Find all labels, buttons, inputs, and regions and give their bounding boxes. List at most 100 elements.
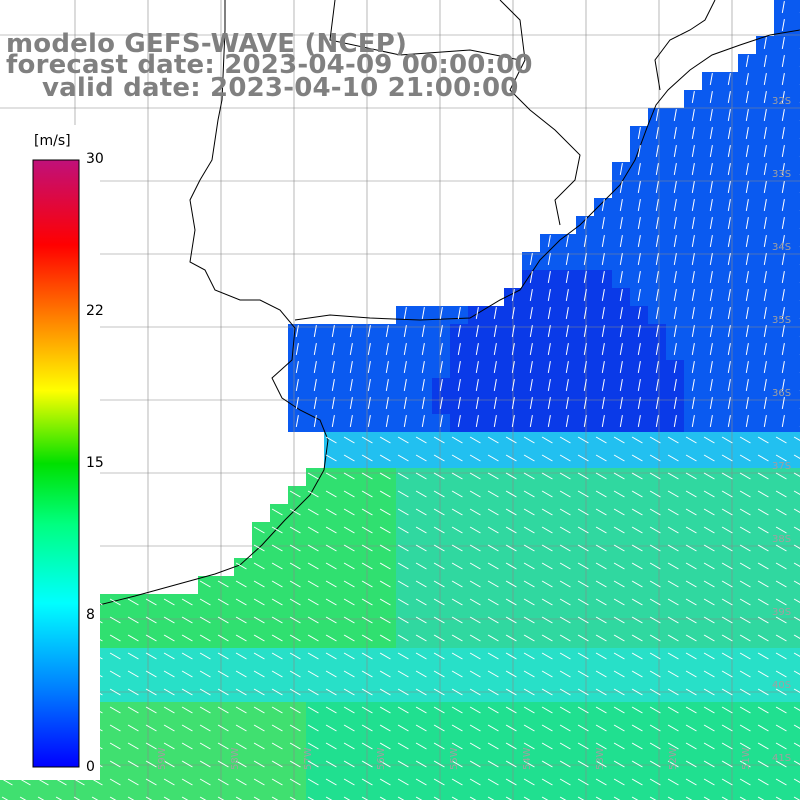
wind-arrow: [367, 343, 371, 356]
wind-arrow: [253, 724, 265, 732]
wind-arrow: [667, 508, 679, 516]
wind-cell: [792, 630, 800, 648]
wind-arrow: [613, 670, 625, 678]
wind-arrow: [505, 526, 517, 534]
wind-arrow: [559, 688, 571, 696]
wind-arrow: [505, 580, 517, 588]
wind-arrow: [667, 670, 679, 678]
wind-arrow: [199, 796, 207, 800]
wind-arrow: [685, 742, 697, 750]
wind-arrow: [307, 616, 319, 624]
wind-cell: [378, 792, 396, 800]
wind-arrow: [745, 415, 749, 428]
wind-arrow: [541, 760, 553, 768]
wind-arrow: [127, 688, 139, 696]
wind-arrow: [685, 796, 693, 800]
latitude-label: 32S: [772, 96, 791, 107]
wind-arrow: [385, 397, 389, 410]
wind-arrow: [511, 415, 515, 428]
latitude-label: 41S: [772, 753, 791, 764]
wind-arrow: [181, 796, 189, 800]
wind-arrow: [601, 379, 605, 392]
wind-arrow: [721, 670, 733, 678]
wind-arrow: [493, 307, 497, 320]
wind-arrow: [325, 472, 337, 480]
wind-arrow: [397, 724, 409, 732]
river-plate-shore: [294, 29, 800, 321]
wind-arrow: [379, 544, 391, 552]
wind-arrow: [637, 289, 641, 302]
wind-arrow: [757, 760, 769, 768]
wind-arrow: [295, 379, 299, 392]
latitude-label: 38S: [772, 534, 791, 545]
wind-arrow: [145, 742, 157, 750]
wind-arrow: [619, 379, 623, 392]
wind-arrow: [253, 652, 265, 660]
wind-arrow: [745, 109, 749, 122]
wind-arrow: [619, 361, 623, 374]
wind-arrow: [379, 796, 387, 800]
wind-arrow: [199, 724, 211, 732]
wind-arrow: [505, 688, 517, 696]
wind-arrow: [595, 670, 607, 678]
wind-arrow: [577, 778, 589, 786]
wind-arrow: [253, 706, 265, 714]
wind-arrow: [547, 307, 551, 320]
wind-arrow: [331, 379, 335, 392]
wind-arrow: [595, 544, 607, 552]
wind-arrow: [649, 580, 661, 588]
wind-arrow: [523, 562, 535, 570]
wind-arrow: [691, 145, 695, 158]
wind-arrow: [397, 670, 409, 678]
wind-arrow: [559, 580, 571, 588]
wind-arrow: [235, 706, 247, 714]
wind-arrow: [199, 616, 211, 624]
wind-arrow: [271, 706, 283, 714]
wind-arrow: [595, 580, 607, 588]
wind-arrow: [619, 253, 623, 266]
wind-arrow: [163, 598, 175, 606]
wind-cell: [792, 216, 800, 234]
wind-arrow: [613, 634, 625, 642]
wind-arrow: [361, 616, 373, 624]
wind-arrow: [613, 472, 625, 480]
wind-arrow: [649, 508, 661, 516]
wind-arrow: [721, 706, 733, 714]
wind-arrow: [361, 544, 373, 552]
wind-arrow: [739, 544, 751, 552]
wind-arrow: [379, 490, 391, 498]
wind-arrow: [775, 436, 787, 444]
wind-arrow: [145, 634, 157, 642]
wind-arrow: [433, 706, 445, 714]
wind-arrow: [343, 706, 355, 714]
wind-arrow: [685, 472, 697, 480]
wind-arrow: [577, 544, 589, 552]
wind-arrow: [547, 379, 551, 392]
wind-arrow: [529, 379, 533, 392]
wind-arrow: [745, 307, 749, 320]
wind-arrow: [541, 742, 553, 750]
wind-arrow: [469, 508, 481, 516]
wind-arrow: [523, 778, 535, 786]
wind-arrow: [709, 181, 713, 194]
wind-arrow: [421, 307, 425, 320]
wind-cell: [792, 180, 800, 198]
wind-arrow: [361, 634, 373, 642]
wind-arrow: [685, 544, 697, 552]
wind-arrow: [673, 163, 677, 176]
wind-arrow: [781, 55, 785, 68]
wind-arrow: [727, 397, 731, 410]
wind-arrow: [793, 508, 800, 514]
wind-arrow: [523, 580, 535, 588]
wind-arrow: [631, 652, 643, 660]
wind-arrow: [289, 760, 301, 768]
wind-arrow: [529, 343, 533, 356]
colorbar: [0, 125, 100, 780]
wind-arrow: [565, 271, 569, 284]
wind-arrow: [109, 742, 121, 750]
wind-arrow: [763, 289, 767, 302]
wind-arrow: [253, 526, 265, 534]
wind-arrow: [667, 760, 679, 768]
wind-arrow: [691, 379, 695, 392]
